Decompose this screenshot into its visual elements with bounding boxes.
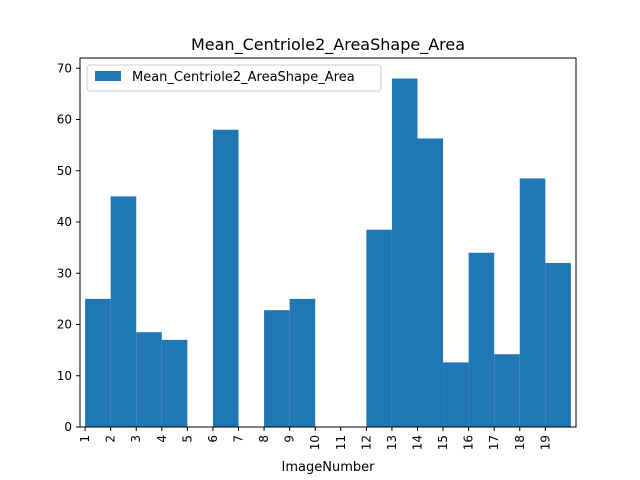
x-tick-label: 10 <box>308 435 322 450</box>
bar-14 <box>417 138 444 427</box>
bar-6 <box>212 129 239 427</box>
x-tick-label: 7 <box>232 435 246 443</box>
x-tick-label: 13 <box>385 435 399 450</box>
bars-group <box>85 78 571 427</box>
bar-9 <box>289 298 316 427</box>
x-tick-label: 6 <box>206 435 220 443</box>
x-tick-label: 9 <box>283 435 297 443</box>
x-tick-label: 17 <box>487 435 501 450</box>
legend-box <box>86 64 382 92</box>
bar-17 <box>494 354 520 427</box>
x-tick-label: 1 <box>78 435 92 443</box>
plot-area-frame <box>79 57 577 428</box>
y-tick-label: 50 <box>57 164 72 178</box>
bar-2 <box>110 196 137 427</box>
x-tick-label: 2 <box>104 435 118 443</box>
bar-13 <box>391 78 418 427</box>
y-tick-label: 70 <box>57 61 72 75</box>
x-tick-label: 8 <box>257 435 271 443</box>
bar-18 <box>519 178 546 427</box>
bar-15 <box>443 362 469 427</box>
x-tick-label: 19 <box>538 435 552 450</box>
y-tick-label: 40 <box>57 215 72 229</box>
bar-1 <box>85 298 111 427</box>
y-tick-label: 30 <box>57 266 72 280</box>
x-axis-label: ImageNumber <box>282 460 376 475</box>
bar-16 <box>468 252 495 427</box>
y-axis: 0 10 20 30 40 50 60 70 <box>57 61 80 434</box>
y-tick-label: 0 <box>64 420 72 434</box>
y-tick-label: 10 <box>57 369 72 383</box>
x-tick-label: 18 <box>513 435 527 450</box>
x-tick-label: 16 <box>462 435 476 450</box>
x-tick-label: 14 <box>410 435 424 450</box>
bar-12 <box>366 229 392 427</box>
y-tick-label: 60 <box>57 113 72 127</box>
x-axis: 1 2 3 4 5 6 7 8 9 10 11 12 13 14 15 16 17 18 19 <box>78 427 552 450</box>
legend-swatch <box>95 71 121 81</box>
x-tick-label: 5 <box>180 435 194 443</box>
y-tick-label: 20 <box>57 318 72 332</box>
bar-3 <box>136 332 162 427</box>
x-tick-label: 15 <box>436 435 450 450</box>
chart-title: Mean_Centriole2_AreaShape_Area <box>191 35 465 55</box>
legend: Mean_Centriole2_AreaShape_Area <box>86 64 382 92</box>
x-tick-label: 4 <box>155 435 169 443</box>
x-tick-label: 11 <box>334 435 348 450</box>
x-tick-label: 12 <box>359 435 373 450</box>
x-tick-label: 3 <box>129 435 143 443</box>
bar-19 <box>545 263 571 427</box>
bar-8 <box>264 310 290 427</box>
legend-label: Mean_Centriole2_AreaShape_Area <box>132 70 355 85</box>
bar-4 <box>161 339 188 427</box>
